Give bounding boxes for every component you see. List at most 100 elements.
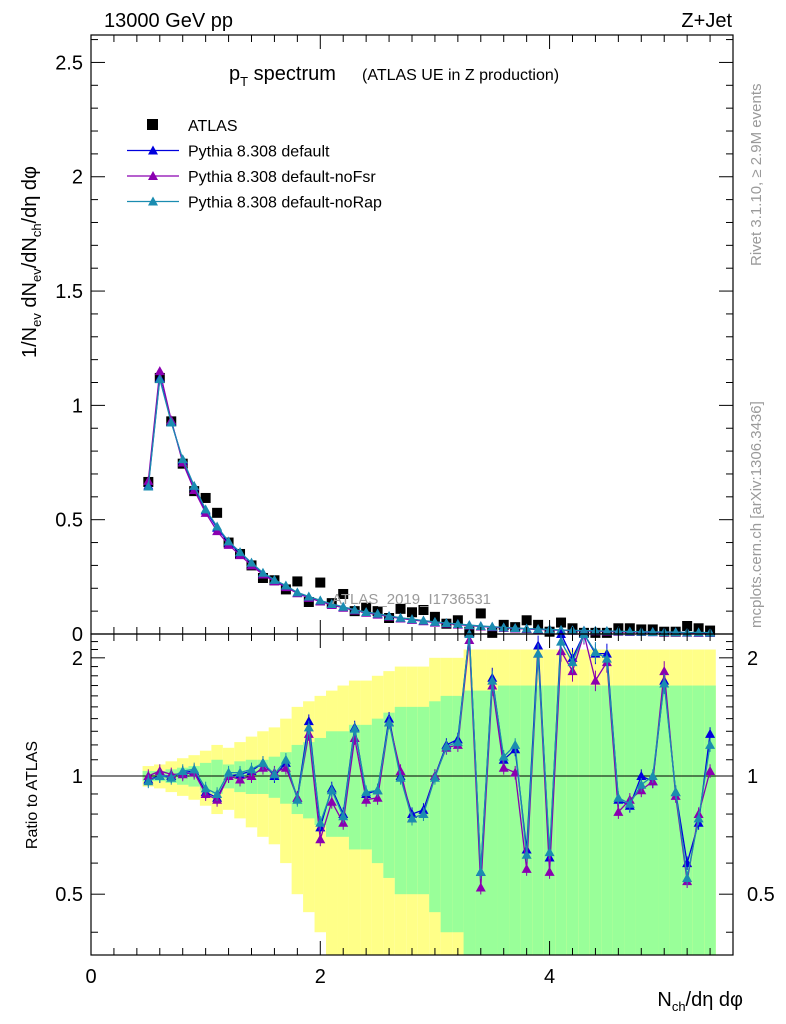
legend-label: Pythia 8.308 default-noFsr (188, 169, 376, 186)
inner-band-bin (394, 706, 407, 895)
series-marker (246, 557, 257, 567)
series-marker (384, 610, 395, 620)
inner-band-bin (211, 759, 223, 794)
inner-band-bin (509, 685, 521, 955)
inner-band-bin (486, 690, 498, 955)
ratio-marker (510, 739, 521, 749)
inner-band-bin (669, 685, 682, 955)
atlas-data-point (395, 603, 406, 614)
ratio-marker (682, 872, 693, 882)
series-marker (464, 620, 475, 630)
title-p: p (229, 63, 240, 85)
inner-band-bin (280, 752, 292, 804)
ratio-marker (624, 798, 635, 808)
ratio-marker (292, 794, 303, 804)
process-label: Z+Jet (681, 10, 732, 32)
main-y-tick-label: 0.5 (55, 510, 83, 532)
ratio-marker (647, 771, 658, 781)
ylabel-part-6: /dη dφ (19, 166, 41, 223)
inner-band-bin (291, 744, 304, 815)
inner-band-bin (348, 724, 361, 850)
legend-label: ATLAS (188, 118, 238, 135)
energy-label: 13000 GeV pp (104, 10, 233, 32)
inner-band-bin (589, 685, 602, 955)
axis-ticks: 00.511.522.50 2 40.5 0.51 12 2 (55, 35, 775, 988)
series-marker (349, 604, 360, 614)
ratio-y-tick-label-right: 1 (747, 766, 758, 788)
inner-band-bin (257, 759, 269, 794)
ylabel-part-5: ch (29, 223, 44, 237)
ratio-marker (601, 653, 612, 663)
series-marker (395, 612, 406, 622)
ratio-marker (613, 806, 624, 816)
ratio-marker (407, 813, 417, 823)
ratio-marker (154, 771, 165, 781)
inner-band-bin (452, 695, 464, 933)
ratio-marker (257, 757, 268, 767)
x-axis-label: Nch/dη dφ (657, 989, 743, 1014)
series-marker (498, 622, 509, 632)
series-marker (269, 574, 280, 584)
ylabel-part-0: 1/N (19, 327, 41, 358)
atlas-data-point (212, 507, 223, 518)
inner-band-bin (566, 685, 579, 955)
ratio-marker (636, 779, 647, 789)
analysis-watermark: ATLAS_2019_I1736531 (332, 591, 491, 608)
ratio-marker (338, 811, 349, 821)
inner-band-bin (417, 706, 430, 895)
ratio-marker (521, 849, 532, 859)
atlas-data-point (292, 576, 303, 587)
series-marker (315, 595, 326, 605)
title-note: (ATLAS UE in Z production) (362, 67, 559, 84)
series-marker (407, 614, 417, 624)
ratio-marker (487, 675, 498, 685)
series-marker (154, 374, 165, 384)
series-marker (429, 616, 440, 626)
main-y-tick-label: 1 (72, 395, 83, 417)
ratio-y-tick-label: 1 (72, 766, 83, 788)
ratio-marker (303, 716, 314, 726)
ratio-marker (384, 717, 395, 727)
main-y-tick-label: 2 (72, 167, 83, 189)
ratio-marker (590, 646, 601, 656)
main-y-axis-label: 1/Nev dNev/dNch/dη dφ (19, 166, 44, 358)
atlas-data-point (682, 620, 693, 631)
ratio-marker (533, 648, 544, 658)
main-title: pT spectrum (229, 63, 336, 89)
ratio-marker (166, 772, 177, 782)
x-tick-label: 0 (85, 966, 96, 988)
inner-band-bin (497, 685, 510, 955)
series-marker (510, 623, 521, 633)
mcplots-reference-text: mcplots.cern.ch [arXiv:1306.3436] (748, 401, 765, 628)
ratio-marker (269, 769, 280, 779)
title-sub: T (240, 74, 248, 89)
ratio-marker (326, 785, 337, 795)
legend-label: Pythia 8.308 default (188, 144, 330, 161)
inner-band-bin (406, 706, 418, 895)
series-marker (189, 480, 200, 490)
series-marker (361, 607, 372, 617)
inner-band-bin (601, 685, 613, 955)
ratio-marker (556, 636, 567, 646)
ylabel-part-2: dN (19, 282, 41, 313)
inner-band-bin (303, 742, 315, 819)
ratio-y-tick-label: 2 (72, 648, 83, 670)
ratio-marker (372, 792, 383, 802)
ratio-marker (590, 675, 601, 685)
ratio-marker (544, 847, 555, 857)
ratio-marker (200, 783, 211, 793)
series-marker (223, 536, 234, 546)
ratio-marker (361, 787, 372, 797)
legend-marker (148, 196, 158, 206)
series-marker (280, 580, 291, 590)
x-tick-label: 4 (544, 966, 555, 988)
ratio-marker (659, 666, 670, 676)
title-rest: spectrum (248, 63, 336, 85)
ratio-marker (670, 787, 681, 797)
ratio-marker (395, 772, 406, 782)
series-marker (166, 417, 177, 427)
ratio-marker (303, 722, 314, 732)
inner-band-bin (612, 685, 625, 955)
ratio-marker (498, 762, 509, 772)
series-marker (212, 521, 223, 531)
